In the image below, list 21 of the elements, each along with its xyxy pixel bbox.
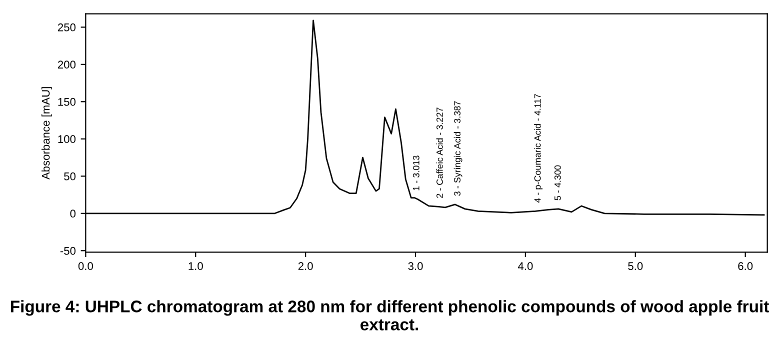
y-tick-label: 150 bbox=[58, 98, 76, 106]
y-tick-label: 100 bbox=[58, 135, 76, 144]
annotation: 3 - Syringic Acid - 3.387 bbox=[454, 101, 462, 196]
x-tick-label: 4.0 bbox=[518, 262, 533, 270]
y-axis-title: Absorbance [mAU] bbox=[42, 87, 52, 180]
annotation: 5 - 4.300 bbox=[554, 165, 561, 200]
y-tick-label: 0 bbox=[70, 210, 76, 218]
x-tick-label: 2.0 bbox=[298, 262, 313, 270]
annotation: 2 - Caffeic Acid - 3.227 bbox=[436, 108, 443, 198]
annotation: 1 - 3.013 bbox=[412, 156, 420, 190]
x-tick-label: 5.0 bbox=[628, 262, 643, 270]
y-tick-label: -50 bbox=[60, 246, 76, 255]
x-tick-label: 3.0 bbox=[408, 262, 423, 270]
x-tick-label: 0.0 bbox=[78, 262, 93, 270]
y-tick-label: 50 bbox=[64, 172, 76, 180]
x-tick-label: 1.0 bbox=[188, 262, 203, 270]
annotation: 4 - p-Coumaric Acid - 4.117 bbox=[534, 94, 543, 203]
x-tick-label: 6.0 bbox=[738, 262, 753, 270]
caption: Figure 4: UHPLC chromatogram at 280 nm for different phenolic compounds of wood apple fruit extract. bbox=[10, 300, 769, 330]
y-tick-label: 250 bbox=[58, 23, 76, 32]
y-tick-label: 200 bbox=[58, 60, 76, 69]
